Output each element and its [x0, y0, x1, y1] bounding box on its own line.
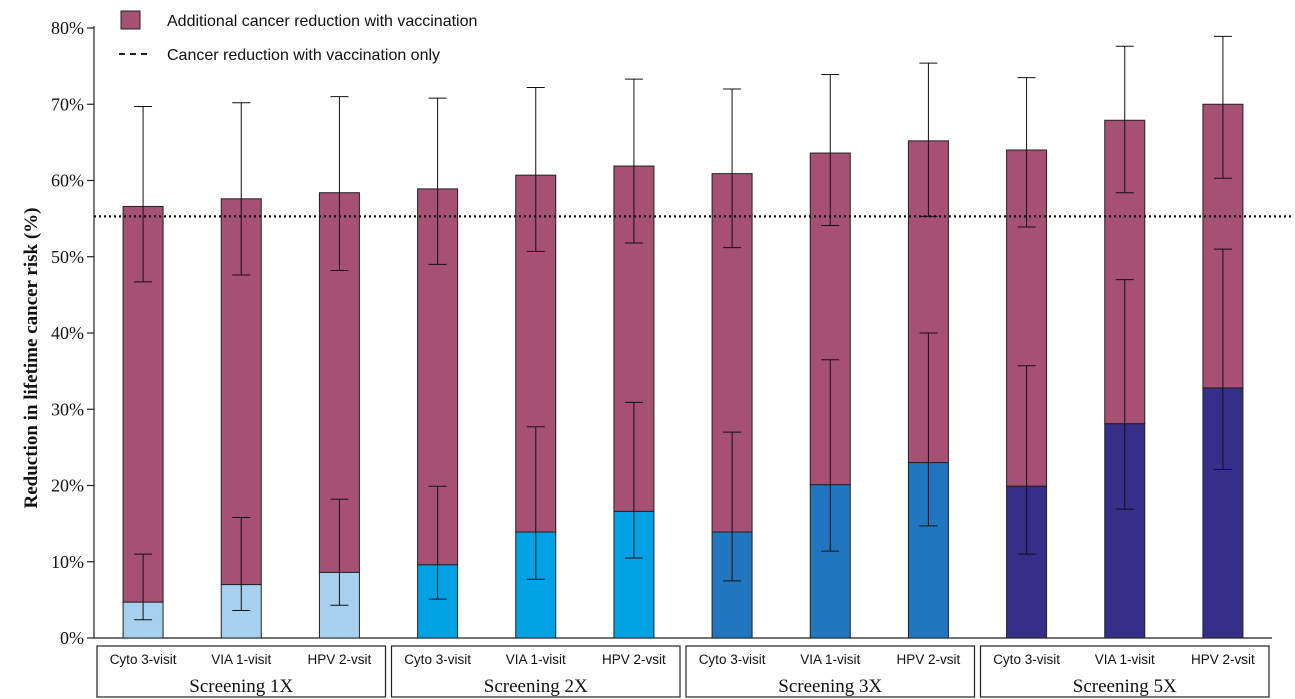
- x-category-label: VIA 1-visit: [800, 652, 860, 667]
- y-tick-label: 70%: [51, 94, 84, 114]
- x-category-label: HPV 2-vsit: [1191, 652, 1255, 667]
- x-group-2: Cyto 3-visit VIA 1-visit HPV 2-vsit Screeni…: [390, 645, 681, 698]
- legend-label-vaccination-only: Cancer reduction with vaccination only: [167, 47, 440, 64]
- legend-label-additional: Additional cancer reduction with vaccina…: [167, 13, 477, 30]
- x-group-label: Screening 3X: [778, 676, 882, 697]
- x-group-3: Cyto 3-visit VIA 1-visit HPV 2-vsit Screeni…: [685, 645, 976, 698]
- x-group-1: Cyto 3-visit VIA 1-visit HPV 2-vsit Screeni…: [96, 645, 387, 698]
- x-category-label: VIA 1-visit: [211, 652, 271, 667]
- y-tick-label: 30%: [51, 399, 84, 419]
- x-group-box: [96, 645, 387, 698]
- y-tick-label: 20%: [51, 476, 84, 496]
- y-tick-label: 60%: [51, 171, 84, 191]
- x-group-box: [390, 645, 681, 698]
- legend-swatch-additional: [120, 10, 141, 30]
- y-axis-label: Reduction in lifetime cancer risk (%): [21, 208, 42, 509]
- x-category-label: VIA 1-visit: [1095, 652, 1155, 667]
- y-tick-label: 10%: [51, 552, 84, 572]
- y-tick-label: 40%: [51, 323, 84, 343]
- x-category-label: Cyto 3-visit: [404, 652, 471, 667]
- x-category-label: HPV 2-vsit: [897, 652, 961, 667]
- x-group-box: [685, 645, 976, 698]
- x-category-label: Cyto 3-visit: [993, 652, 1060, 667]
- x-category-label: HPV 2-vsit: [602, 652, 666, 667]
- x-group-label: Screening 2X: [484, 676, 588, 697]
- y-tick-label: 80%: [51, 18, 84, 38]
- y-tick-label: 0%: [60, 628, 84, 648]
- x-category-label: Cyto 3-visit: [110, 652, 177, 667]
- x-group-4: Cyto 3-visit VIA 1-visit HPV 2-vsit Screeni…: [979, 645, 1270, 698]
- legend: Additional cancer reduction with vaccina…: [119, 10, 477, 64]
- x-category-label: HPV 2-vsit: [308, 652, 372, 667]
- y-tick-label: 50%: [51, 247, 84, 267]
- x-category-label: VIA 1-visit: [506, 652, 566, 667]
- x-group-box: [979, 645, 1270, 698]
- x-group-label: Screening 5X: [1073, 676, 1177, 697]
- x-group-label: Screening 1X: [189, 676, 293, 697]
- plot-area: 0% 10% 20% 30% 40% 50% 60% 70% 80% Cyto 3-visit VI…: [51, 18, 1292, 698]
- x-category-label: Cyto 3-visit: [699, 652, 766, 667]
